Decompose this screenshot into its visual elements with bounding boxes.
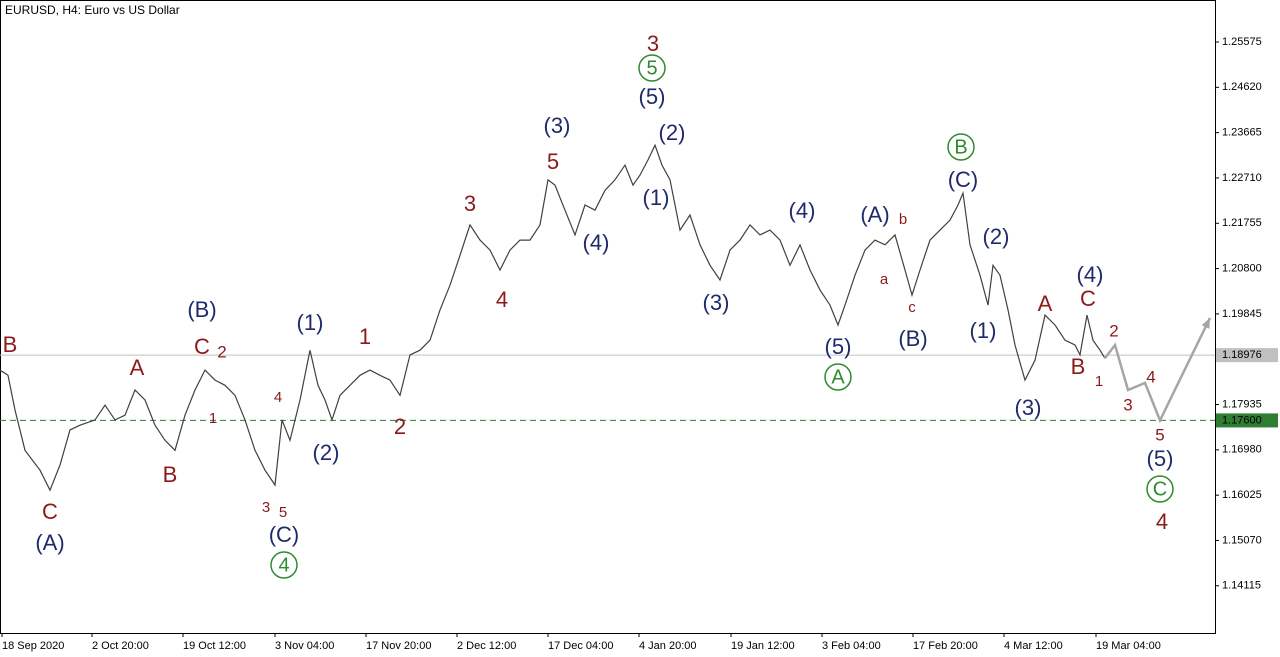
wave-label: (3) (703, 290, 730, 315)
wave-label: (1) (297, 310, 324, 335)
wave-label: (1) (643, 185, 670, 210)
wave-circle (638, 54, 666, 82)
projection-path (1104, 317, 1212, 424)
wave-label: a (880, 271, 889, 288)
x-tick-label: 3 Nov 04:00 (275, 640, 334, 652)
x-tick-label: 3 Feb 04:00 (822, 640, 881, 652)
wave-label: 4 (496, 287, 508, 312)
y-tick-label: 1.23665 (1222, 127, 1262, 139)
wave-label: A (1038, 291, 1053, 316)
wave-label: 1 (209, 410, 217, 427)
wave-label: (5) (1147, 446, 1174, 471)
wave-label: (A) (35, 530, 64, 555)
price-line-series (0, 143, 1106, 492)
wave-label: 5 (1155, 425, 1164, 444)
wave-label: 5 (279, 504, 287, 521)
y-tick-label: 1.19845 (1222, 308, 1262, 320)
wave-label: (5) (639, 84, 666, 109)
y-tick-label: 1.24620 (1222, 81, 1262, 93)
chart-title: EURUSD, H4: Euro vs US Dollar (5, 3, 180, 17)
wave-label: C (1080, 286, 1096, 311)
wave-label: (2) (313, 440, 340, 465)
wave-label: C (1153, 478, 1167, 500)
x-tick-label: 19 Oct 12:00 (183, 640, 246, 652)
price-label-box (1216, 348, 1278, 363)
y-tick-label: 1.17935 (1222, 398, 1262, 410)
wave-label: 3 (262, 499, 270, 516)
price-label: 1.17600 (1222, 414, 1262, 426)
wave-label: 2 (394, 414, 406, 439)
wave-label: B (1071, 354, 1086, 379)
x-tick-label: 4 Jan 20:00 (639, 640, 697, 652)
projection-arrowhead (1201, 317, 1210, 329)
wave-label: 2 (217, 342, 226, 361)
wave-label: (A) (860, 202, 889, 227)
y-tick-label: 1.14115 (1222, 580, 1261, 592)
wave-label: B (3, 332, 18, 357)
wave-label: 1 (1095, 373, 1103, 390)
wave-label: 2 (1109, 321, 1118, 340)
wave-label: (3) (1015, 395, 1042, 420)
wave-label: (4) (583, 230, 610, 255)
wave-label: (5) (825, 334, 852, 359)
wave-label: 5 (547, 149, 559, 174)
wave-label: B (163, 462, 178, 487)
y-tick-label: 1.22710 (1222, 172, 1262, 184)
x-tick-label: 19 Jan 12:00 (731, 640, 795, 652)
wave-label: c (908, 299, 916, 316)
y-tick-label: 1.21755 (1222, 217, 1262, 229)
wave-label: 4 (274, 389, 282, 406)
wave-label: (3) (544, 113, 571, 138)
x-tick-label: 17 Feb 20:00 (913, 640, 978, 652)
wave-circle (824, 363, 852, 391)
y-tick-label: 1.16980 (1222, 444, 1262, 456)
y-tick-label: 1.20800 (1222, 262, 1262, 274)
wave-label: (B) (898, 326, 927, 351)
y-tick-label: 1.15070 (1222, 534, 1262, 546)
wave-label: 5 (646, 57, 657, 79)
wave-circle (1146, 475, 1174, 503)
x-tick-label: 19 Mar 04:00 (1096, 640, 1161, 652)
wave-label: (2) (983, 224, 1010, 249)
wave-label: 4 (278, 554, 289, 576)
x-tick-label: 17 Dec 04:00 (548, 640, 613, 652)
wave-label: 3 (464, 191, 476, 216)
wave-label: C (194, 334, 210, 359)
wave-label: (C) (948, 167, 979, 192)
wave-label: 3 (647, 31, 659, 56)
price-label-box (1216, 413, 1278, 428)
wave-circle (947, 133, 975, 161)
plot-frame (0, 0, 1216, 634)
x-tick-label: 17 Nov 20:00 (366, 640, 431, 652)
wave-label: A (831, 366, 845, 388)
wave-label: A (130, 355, 145, 380)
x-tick-label: 2 Oct 20:00 (92, 640, 149, 652)
y-tick-label: 1.25575 (1222, 36, 1262, 48)
wave-label: 4 (1146, 367, 1155, 386)
wave-circle (270, 551, 298, 579)
wave-label: 1 (359, 324, 371, 349)
wave-label: B (954, 136, 967, 158)
wave-label: (B) (187, 297, 216, 322)
wave-label: (4) (1077, 262, 1104, 287)
price-label: 1.18976 (1222, 349, 1262, 361)
wave-label: (2) (659, 120, 686, 145)
y-tick-label: 1.16025 (1222, 489, 1262, 501)
x-tick-label: 2 Dec 12:00 (457, 640, 516, 652)
wave-label: 4 (1156, 509, 1168, 534)
wave-label: 3 (1123, 395, 1132, 414)
x-tick-label: 18 Sep 2020 (2, 640, 64, 652)
x-tick-label: 4 Mar 12:00 (1004, 640, 1063, 652)
wave-label: (4) (789, 198, 816, 223)
wave-label: C (42, 499, 58, 524)
wave-label: (1) (970, 318, 997, 343)
wave-label: b (899, 211, 907, 228)
wave-label: (C) (269, 522, 300, 547)
